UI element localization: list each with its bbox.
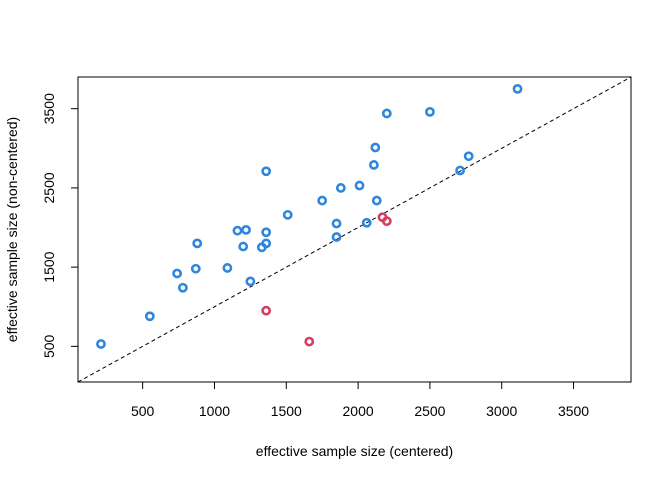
data-point xyxy=(238,241,249,252)
data-point xyxy=(245,276,256,287)
x-tick-label: 1000 xyxy=(199,403,230,419)
x-tick-label: 500 xyxy=(131,403,155,419)
data-point xyxy=(455,165,465,176)
data-point xyxy=(261,305,272,316)
data-point xyxy=(192,238,203,249)
data-point xyxy=(512,83,523,94)
x-tick-label: 2500 xyxy=(414,403,445,419)
data-point xyxy=(331,232,342,242)
x-axis-title: effective sample size (centered) xyxy=(256,443,453,459)
x-axis: 500 1000 1500 2000 2500 3000 3500 xyxy=(131,381,589,419)
data-point xyxy=(172,268,183,279)
data-points xyxy=(96,83,523,349)
data-point xyxy=(96,339,106,349)
data-point xyxy=(261,238,272,249)
data-point xyxy=(381,108,392,119)
data-point xyxy=(190,263,201,274)
data-point xyxy=(261,166,272,177)
data-point xyxy=(241,224,251,235)
data-point xyxy=(425,106,435,117)
y-axis-title: effective sample size (non-centered) xyxy=(4,117,20,342)
y-tick-label: 3500 xyxy=(41,93,57,124)
data-point xyxy=(371,195,382,206)
data-point xyxy=(282,209,293,220)
data-point xyxy=(144,311,155,322)
y-tick-label: 2500 xyxy=(41,172,57,203)
data-point xyxy=(354,180,365,191)
data-point xyxy=(368,160,379,170)
reference-line xyxy=(77,76,632,383)
data-point xyxy=(381,216,392,227)
data-point xyxy=(370,142,381,153)
x-tick-label: 3000 xyxy=(486,403,517,419)
y-tick-label: 500 xyxy=(41,334,57,358)
y-tick-label: 1500 xyxy=(41,251,57,282)
x-tick-label: 2000 xyxy=(343,403,374,419)
data-point xyxy=(335,183,346,193)
data-point xyxy=(232,225,243,236)
data-point xyxy=(331,218,342,229)
y-axis: 500 1500 2500 3500 xyxy=(41,93,79,358)
data-point xyxy=(317,195,328,206)
data-point xyxy=(304,336,315,347)
data-point xyxy=(463,151,474,162)
x-tick-label: 1500 xyxy=(271,403,302,419)
data-point xyxy=(222,263,233,273)
data-point xyxy=(261,227,272,238)
data-point xyxy=(361,217,372,228)
data-point xyxy=(177,282,188,293)
x-tick-label: 3500 xyxy=(558,403,589,419)
